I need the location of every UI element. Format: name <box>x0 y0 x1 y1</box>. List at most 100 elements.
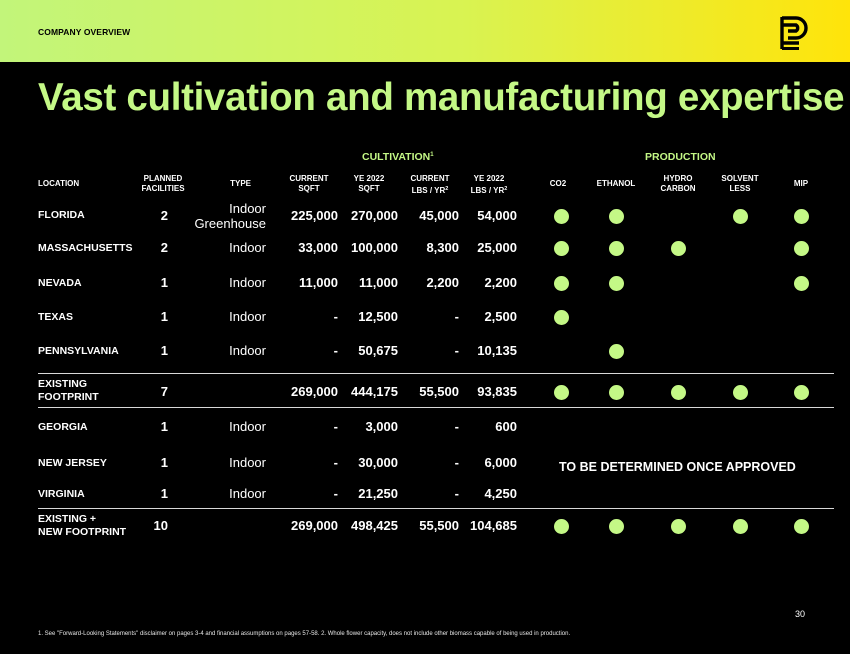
col-hydrocarbon-line2: CARBON <box>660 184 696 193</box>
page-number: 30 <box>795 609 806 619</box>
location-cell: MASSACHUSETTS <box>38 242 133 254</box>
col-solventless-line1: SOLVENT <box>721 174 759 183</box>
ethanol-marker <box>609 519 624 534</box>
ye-lbs-cell: 93,835 <box>477 384 517 399</box>
col-planned-facilities: PLANNED FACILITIES <box>133 174 193 194</box>
location-cell: NEW JERSEY <box>38 457 107 469</box>
current-lbs-cell: 55,500 <box>419 518 459 533</box>
cultivation-group-header: CULTIVATION1 <box>362 151 434 163</box>
mip-marker <box>794 241 809 256</box>
ye-sqft-cell: 444,175 <box>351 384 398 399</box>
ye-lbs-cell: 104,685 <box>470 518 517 533</box>
ye-sqft-cell: 270,000 <box>351 208 398 223</box>
col-hydrocarbon: HYDRO CARBON <box>653 174 703 194</box>
co2-marker <box>554 519 569 534</box>
type-cell: Indoor <box>229 309 266 324</box>
ye-lbs-cell: 25,000 <box>477 240 517 255</box>
ye-sqft-cell: 498,425 <box>351 518 398 533</box>
ye-sqft-cell: 3,000 <box>365 419 398 434</box>
col-mip: MIP <box>793 179 809 188</box>
current-lbs-cell: - <box>454 486 459 501</box>
location-cell: PENNSYLVANIA <box>38 345 119 357</box>
footnote: 1. See "Forward-Looking Statements" disc… <box>38 631 571 637</box>
current-lbs-cell: 55,500 <box>419 384 459 399</box>
production-group-header: PRODUCTION <box>645 151 716 163</box>
col-planned-line1: PLANNED <box>143 174 183 183</box>
planned-cell: 1 <box>160 486 168 501</box>
col-planned-line2: FACILITIES <box>141 184 185 193</box>
col-solventless: SOLVENT LESS <box>715 174 765 194</box>
col-ye2022-lbs-line1: YE 2022 <box>473 174 505 183</box>
ye-lbs-cell: 2,500 <box>484 309 517 324</box>
type-cell: Indoor <box>229 240 266 255</box>
current-sqft-cell: - <box>333 486 338 501</box>
col-ye2022-lbs-sup: 2 <box>504 186 508 192</box>
ye-sqft-cell: 50,675 <box>358 343 398 358</box>
ye-sqft-cell: 21,250 <box>358 486 398 501</box>
col-location: LOCATION <box>38 179 80 188</box>
type-cell: Indoor <box>229 343 266 358</box>
tbd-note: TO BE DETERMINED ONCE APPROVED <box>559 460 796 474</box>
section-label: COMPANY OVERVIEW <box>38 27 131 37</box>
current-lbs-cell: - <box>454 455 459 470</box>
planned-cell: 1 <box>160 419 168 434</box>
planned-cell: 1 <box>160 309 168 324</box>
location-cell: GEORGIA <box>38 421 88 433</box>
current-sqft-cell: - <box>333 309 338 324</box>
current-sqft-cell: 11,000 <box>298 275 338 290</box>
location-cell: VIRGINIA <box>38 488 85 500</box>
planned-cell: 2 <box>160 208 168 223</box>
col-current-lbs-sup: 2 <box>445 186 449 192</box>
location-line1: EXISTING <box>38 378 88 390</box>
current-lbs-cell: - <box>454 343 459 358</box>
type-line1: Indoor <box>229 201 266 216</box>
current-sqft-cell: - <box>333 343 338 358</box>
type-cell: Indoor Greenhouse <box>186 201 266 231</box>
ethanol-marker <box>609 344 624 359</box>
brand-logo-icon <box>780 16 808 50</box>
table-divider <box>38 373 834 374</box>
col-solventless-line2: LESS <box>729 184 751 193</box>
current-lbs-cell: 8,300 <box>426 240 459 255</box>
co2-marker <box>554 276 569 291</box>
ye-lbs-cell: 2,200 <box>484 275 517 290</box>
type-line2: Greenhouse <box>194 216 266 231</box>
hydrocarbon-marker <box>671 241 686 256</box>
col-current-sqft-line2: SQFT <box>298 184 320 193</box>
location-cell: TEXAS <box>38 311 74 323</box>
type-cell: Indoor <box>229 455 266 470</box>
ye-lbs-cell: 4,250 <box>484 486 517 501</box>
planned-cell: 1 <box>160 455 168 470</box>
current-lbs-cell: 45,000 <box>419 208 459 223</box>
current-sqft-cell: 225,000 <box>291 208 338 223</box>
ye-sqft-cell: 100,000 <box>351 240 398 255</box>
type-cell: Indoor <box>229 486 266 501</box>
mip-marker <box>794 385 809 400</box>
col-ye2022-lbs: YE 2022 LBS / YR2 <box>461 174 517 196</box>
mip-marker <box>794 276 809 291</box>
current-lbs-cell: - <box>454 309 459 324</box>
planned-cell: 2 <box>160 240 168 255</box>
col-current-lbs-line1: CURRENT <box>410 174 450 183</box>
solventless-marker <box>733 385 748 400</box>
ye-sqft-cell: 12,500 <box>358 309 398 324</box>
table-divider <box>38 407 834 408</box>
solventless-marker <box>733 519 748 534</box>
page-title: Vast cultivation and manufacturing exper… <box>38 76 845 119</box>
header-band: COMPANY OVERVIEW <box>0 0 850 62</box>
location-cell: EXISTING FOOTPRINT <box>38 378 99 404</box>
col-ethanol: ETHANOL <box>596 179 636 188</box>
location-line2: NEW FOOTPRINT <box>38 526 127 538</box>
ye-lbs-cell: 600 <box>495 419 517 434</box>
current-sqft-cell: 269,000 <box>291 384 338 399</box>
hydrocarbon-marker <box>671 385 686 400</box>
co2-marker <box>554 209 569 224</box>
ye-sqft-cell: 11,000 <box>358 275 398 290</box>
col-type: TYPE <box>230 179 251 188</box>
current-sqft-cell: 269,000 <box>291 518 338 533</box>
cultivation-footnote-marker: 1 <box>430 152 434 158</box>
planned-cell: 10 <box>153 518 168 533</box>
col-co2: CO2 <box>549 179 567 188</box>
cultivation-label: CULTIVATION <box>362 151 431 163</box>
current-sqft-cell: - <box>333 455 338 470</box>
